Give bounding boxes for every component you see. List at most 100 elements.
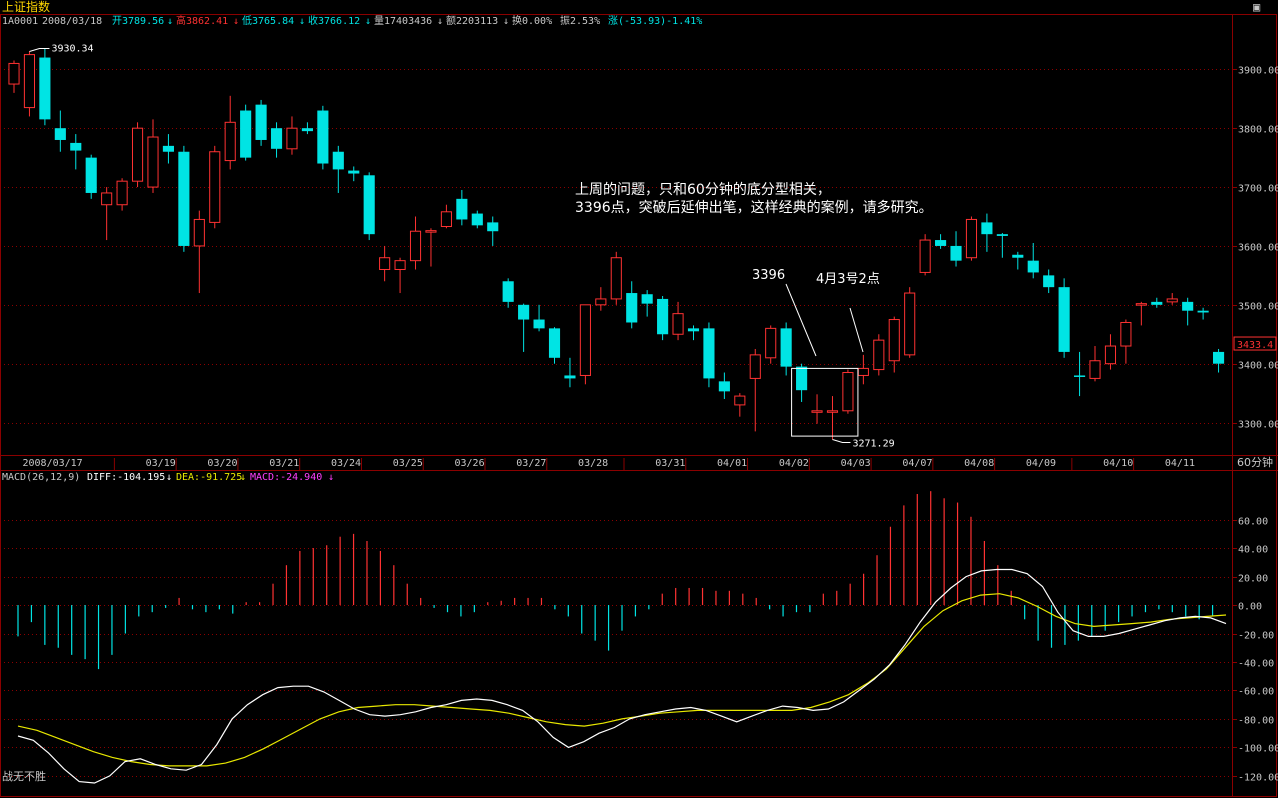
candle-body [255,104,267,140]
candle [1043,269,1055,294]
candle-body [1043,275,1055,288]
high-marker-line [29,47,50,52]
date-tick-label: 03/20 [207,458,237,469]
candle [765,325,777,364]
candle-body [518,304,530,320]
candle [703,322,715,388]
candle [54,110,66,152]
candle-body [1058,287,1070,352]
candle-body [1151,301,1163,305]
candle [996,232,1008,258]
candle-body [780,328,792,367]
candle [240,104,252,161]
price-tick-label: 3500.00 [1238,302,1278,313]
date-tick-label: 03/27 [516,458,546,469]
candle-body [842,372,854,412]
low-marker-line [832,438,851,443]
candle [85,154,97,199]
candle [70,134,82,170]
candle-body [394,260,406,270]
down-arrow-icon: ↓ [437,16,443,27]
candle [471,210,483,229]
info-amplitude: 振2.53% [560,14,600,27]
candle [101,187,113,241]
candle-body [131,127,144,182]
info-high: 高3862.41 [176,14,228,27]
macd-label: MACD(26,12,9) [2,472,80,483]
date-tick-label: 04/01 [717,458,747,469]
candle-body [1182,301,1194,311]
candle-body [363,175,375,235]
candle-body [1089,360,1101,379]
macd-tick-label: -40.00 [1238,659,1274,670]
candle-body [935,240,947,246]
price-tick-label: 3600.00 [1238,243,1278,254]
candle [209,145,221,229]
candle-body [548,328,561,358]
window-control-icon[interactable]: ▣ [1253,0,1260,14]
macd-tick-label: -20.00 [1238,631,1274,642]
candle-body [348,170,360,174]
macd-axis: 60.00 40.00 20.00 0.00 -20.00 -40.00 -60.00 -80… [1232,517,1278,784]
date-tick-label: 04/08 [964,458,994,469]
candle [657,295,669,341]
candle [533,304,545,332]
grid-lines [4,69,1232,777]
candle-body [1027,260,1039,273]
candle [116,178,128,211]
signature: 战无不胜 [2,769,46,783]
candle [796,363,808,402]
candle-body [54,128,66,140]
candle-body [796,366,808,391]
candle-body [904,292,916,356]
macd-tick-label: -100.00 [1238,744,1278,755]
period-label[interactable]: 60分钟 [1237,455,1273,469]
dea-label: DEA:-91.725 [176,472,242,483]
candle-body [8,62,20,85]
date-tick-label: 04/07 [902,458,932,469]
candle [224,95,236,170]
candle-body [579,304,591,376]
candle [317,105,329,170]
last-price-label: 3433.4 [1237,340,1273,351]
info-date: 2008/03/18 [42,16,102,27]
candle [8,60,20,93]
down-arrow-icon: ↓ [365,16,371,27]
price-axis: 3900.00 3800.00 3700.00 3600.00 3500.00 3400.… [1232,66,1278,431]
candle-body [270,128,283,149]
candle-body [765,327,777,359]
candle [1197,307,1209,320]
candle-body [657,298,669,335]
comment-line-1: 上周的问题，只和60分钟的底分型相关， [575,181,831,198]
candle-body [101,192,113,206]
price-tick-label: 3400.00 [1238,361,1278,372]
info-open: 开3789.56 [112,16,164,27]
candle-body [564,375,576,379]
candle-body [1135,303,1147,306]
info-change: 涨(-53.93)-1.41% [608,15,702,27]
candle [270,122,283,158]
macd-histogram [17,491,1214,670]
candle [1212,348,1225,373]
candle [965,216,978,261]
macd-value-label: MACD:-24.940 [250,472,322,483]
candle [749,348,761,432]
date-tick-label: 03/31 [655,458,685,469]
pointer-line-april3 [849,307,864,353]
comment-line-2: 3396点，突破后延伸出笔，这样经典的案例，请多研究。 [575,199,933,216]
candle [626,281,638,329]
date-tick-label: 04/02 [779,458,809,469]
candle [873,334,885,376]
date-tick-label: 04/09 [1026,458,1056,469]
candle [1012,251,1024,270]
info-close: 收3766.12 [308,14,360,27]
candle [718,372,730,400]
candle-body [1104,345,1117,365]
candle-body [471,213,483,226]
candle [780,322,792,376]
candle-body [209,151,221,223]
candle-body [888,319,900,362]
outer-border [0,14,1277,797]
macd-tick-label: 60.00 [1238,517,1268,528]
